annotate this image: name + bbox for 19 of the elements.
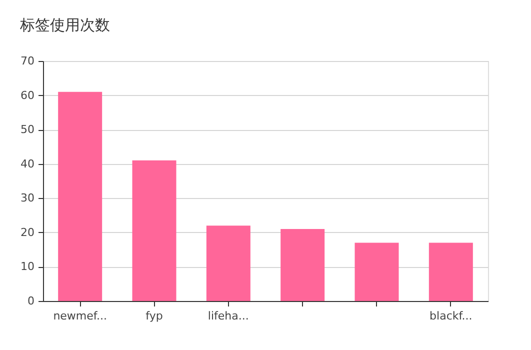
y-tick-label: 70 xyxy=(20,54,34,68)
y-tick-label: 20 xyxy=(20,226,34,239)
bar xyxy=(280,229,325,301)
x-tick-label: fyp xyxy=(146,310,163,322)
y-tick-label: 30 xyxy=(20,192,34,205)
x-tick-label: newmef... xyxy=(53,310,107,322)
y-tick-label: 50 xyxy=(20,123,34,136)
y-tick-label: 0 xyxy=(28,294,34,308)
bar xyxy=(428,242,473,301)
bar xyxy=(206,226,250,301)
y-tick-label: 10 xyxy=(20,260,34,274)
bar xyxy=(58,92,102,301)
x-tick-label: blackf... xyxy=(430,310,472,322)
chart-title: 标签使用次数 xyxy=(19,16,110,34)
x-tick-label: lifeha... xyxy=(208,310,249,322)
y-tick-label: 60 xyxy=(20,88,34,102)
y-tick-label: 40 xyxy=(20,157,34,170)
bar xyxy=(132,160,176,301)
bar xyxy=(354,242,399,301)
